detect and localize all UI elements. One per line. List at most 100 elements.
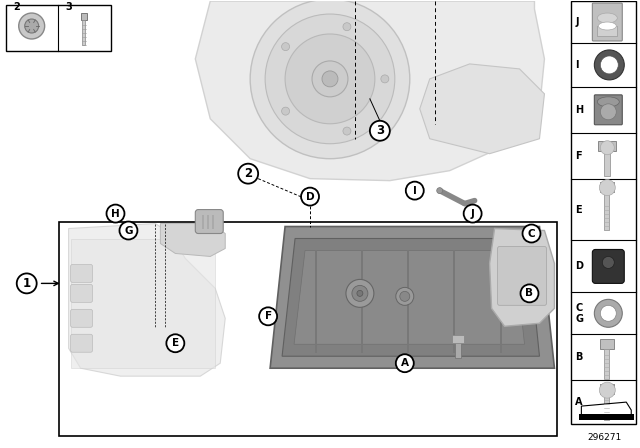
Bar <box>454 340 461 358</box>
Text: I: I <box>575 60 579 70</box>
Circle shape <box>381 75 389 83</box>
Polygon shape <box>294 250 525 344</box>
Circle shape <box>250 0 410 159</box>
Circle shape <box>357 290 363 297</box>
FancyBboxPatch shape <box>600 384 614 394</box>
Text: 2: 2 <box>244 167 252 180</box>
Text: A: A <box>575 397 583 407</box>
FancyBboxPatch shape <box>600 181 614 192</box>
FancyBboxPatch shape <box>452 335 463 343</box>
FancyBboxPatch shape <box>598 141 616 151</box>
Circle shape <box>343 23 351 31</box>
Circle shape <box>282 107 289 115</box>
Circle shape <box>238 164 258 184</box>
FancyBboxPatch shape <box>593 250 624 284</box>
Bar <box>500 250 502 353</box>
Circle shape <box>285 34 375 124</box>
Ellipse shape <box>597 13 618 23</box>
FancyBboxPatch shape <box>70 284 93 302</box>
Polygon shape <box>68 224 225 376</box>
FancyBboxPatch shape <box>70 264 93 282</box>
Text: D: D <box>575 262 584 271</box>
Bar <box>604 394 609 420</box>
Circle shape <box>599 180 615 196</box>
Circle shape <box>166 334 184 352</box>
Bar <box>207 215 209 228</box>
FancyBboxPatch shape <box>70 334 93 352</box>
Circle shape <box>396 287 414 306</box>
Text: B: B <box>525 289 534 298</box>
Text: G: G <box>124 225 132 236</box>
Text: 296271: 296271 <box>587 433 621 442</box>
Circle shape <box>346 280 374 307</box>
Polygon shape <box>420 64 545 154</box>
Circle shape <box>106 205 124 223</box>
Polygon shape <box>581 402 631 416</box>
Circle shape <box>352 285 368 302</box>
FancyBboxPatch shape <box>195 210 223 233</box>
Ellipse shape <box>598 22 616 30</box>
Text: B: B <box>575 352 583 362</box>
Bar <box>202 215 204 228</box>
Polygon shape <box>270 227 554 368</box>
Text: C: C <box>528 228 535 238</box>
Polygon shape <box>490 228 554 326</box>
Circle shape <box>259 307 277 325</box>
Text: J: J <box>575 17 579 27</box>
Text: D: D <box>306 192 314 202</box>
Circle shape <box>282 43 289 51</box>
Circle shape <box>343 127 351 135</box>
Circle shape <box>370 121 390 141</box>
Text: C
G: C G <box>575 302 584 324</box>
Bar <box>572 1 636 424</box>
Circle shape <box>406 181 424 200</box>
Bar <box>82 20 85 45</box>
Text: A: A <box>401 358 409 368</box>
Circle shape <box>600 141 614 155</box>
Circle shape <box>25 19 38 33</box>
Circle shape <box>463 205 482 223</box>
Circle shape <box>17 273 36 293</box>
Bar <box>407 250 410 353</box>
Bar <box>70 238 215 368</box>
Bar <box>579 414 634 420</box>
Circle shape <box>522 224 540 242</box>
Circle shape <box>599 382 615 398</box>
Polygon shape <box>282 238 540 356</box>
Circle shape <box>301 188 319 206</box>
Text: 3: 3 <box>376 124 384 137</box>
Circle shape <box>120 222 138 240</box>
Text: E: E <box>575 205 582 215</box>
Circle shape <box>520 284 538 302</box>
Text: F: F <box>575 151 582 161</box>
Text: H: H <box>575 105 584 115</box>
Circle shape <box>19 13 45 39</box>
Polygon shape <box>161 224 225 256</box>
Text: F: F <box>264 311 272 321</box>
Circle shape <box>265 14 395 144</box>
FancyBboxPatch shape <box>600 339 614 349</box>
FancyBboxPatch shape <box>593 3 622 41</box>
Bar <box>361 250 363 353</box>
FancyBboxPatch shape <box>595 95 622 125</box>
Circle shape <box>400 291 410 302</box>
Bar <box>604 151 611 176</box>
Circle shape <box>602 256 614 268</box>
Circle shape <box>600 104 616 120</box>
Bar <box>59 222 557 436</box>
Polygon shape <box>195 1 545 181</box>
FancyBboxPatch shape <box>497 246 547 306</box>
Text: 3: 3 <box>66 2 72 12</box>
Bar <box>604 192 609 229</box>
Text: 1: 1 <box>22 277 31 290</box>
Bar <box>81 13 86 20</box>
Bar <box>315 250 317 353</box>
Circle shape <box>312 61 348 97</box>
Bar <box>212 215 214 228</box>
Bar <box>604 349 609 379</box>
FancyBboxPatch shape <box>70 309 93 327</box>
Ellipse shape <box>597 97 620 107</box>
Circle shape <box>600 56 618 74</box>
Circle shape <box>595 299 622 327</box>
Circle shape <box>600 306 616 321</box>
